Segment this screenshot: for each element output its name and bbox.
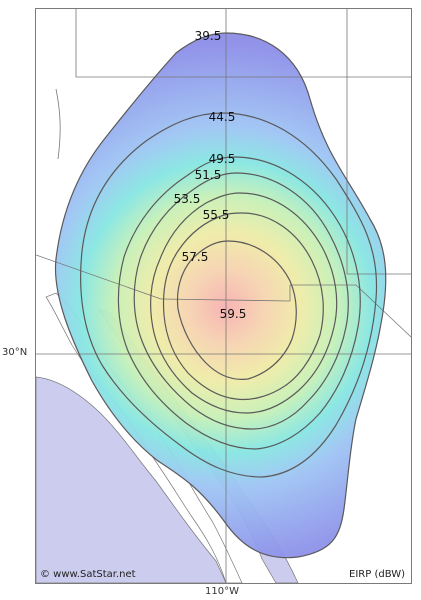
- contour-label-57-5: 57.5: [182, 250, 209, 264]
- contour-label-49-5: 49.5: [209, 152, 236, 166]
- contours: [54, 32, 387, 559]
- contour-44-5: [80, 112, 378, 478]
- contour-55-5: [162, 212, 324, 401]
- longitude-label: 110°W: [205, 586, 239, 597]
- contour-label-59-5: 59.5: [220, 307, 247, 321]
- footprint-map: 39.5 44.5 49.5 51.5 53.5 55.5 57.5 59.5: [36, 9, 411, 583]
- contour-label-51-5: 51.5: [195, 168, 222, 182]
- latitude-label: 30°N: [2, 347, 28, 358]
- borders: [36, 9, 411, 583]
- contour-49-5: [117, 156, 361, 450]
- contour-57-5: [176, 240, 297, 380]
- contour-label-44-5: 44.5: [209, 110, 236, 124]
- contour-label-55-5: 55.5: [203, 208, 230, 222]
- contour-label-53-5: 53.5: [174, 192, 201, 206]
- pacific-ocean: [36, 376, 227, 583]
- beam-footprint: [55, 33, 386, 558]
- contour-39-5: [54, 32, 387, 559]
- map-frame: 39.5 44.5 49.5 51.5 53.5 55.5 57.5 59.5 …: [35, 8, 412, 584]
- contour-labels: 39.5 44.5 49.5 51.5 53.5 55.5 57.5 59.5: [174, 29, 247, 321]
- contour-51-5: [133, 172, 349, 430]
- contour-label-39-5: 39.5: [195, 29, 222, 43]
- contour-53-5: [150, 192, 338, 414]
- units-text: EIRP (dBW): [349, 569, 405, 580]
- credit-text: © www.SatStar.net: [40, 569, 136, 580]
